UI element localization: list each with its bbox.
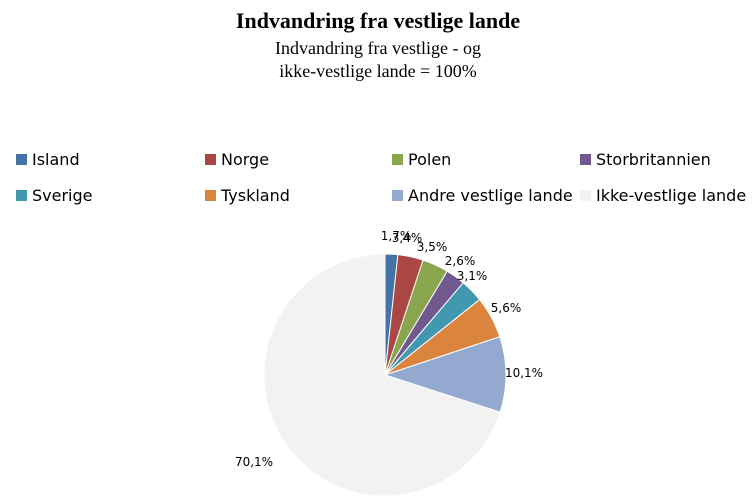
data-label-tyskland: 5,6% (491, 301, 522, 315)
chart-title: Indvandring fra vestlige lande (235, 8, 521, 33)
legend-label-andre-vestlige-lande: Andre vestlige lande (408, 185, 573, 205)
legend-item-storbritannien: Storbritannien (580, 149, 711, 169)
legend-swatch-norge (205, 153, 216, 165)
pie-slice-andre-vestlige-lande (383, 336, 507, 413)
pie-slice-ikke-vestlige-lande (263, 253, 501, 497)
legend-label-ikke-vestlige-lande: Ikke-vestlige lande (596, 185, 747, 205)
legend-label-norge: Norge (221, 149, 270, 169)
legend-item-sverige: Sverige (16, 185, 93, 205)
legend-item-tyskland: Tyskland (205, 185, 290, 205)
data-label-polen: 3,5% (417, 240, 448, 254)
data-label-andre-vestlige-lande: 10,1% (505, 366, 543, 380)
chart-subtitle-line-1: Indvandring fra vestlige - og (275, 38, 481, 58)
legend-label-island: Island (32, 149, 80, 169)
data-label-norge: 3,4% (392, 231, 423, 245)
legend-swatch-sverige (16, 189, 27, 201)
legend-item-ikke-vestlige-lande: Ikke-vestlige lande (580, 185, 746, 205)
data-label-ikke-vestlige-lande: 70,1% (235, 455, 273, 469)
data-label-sverige: 3,1% (457, 269, 488, 283)
chart-subtitle-line-2: ikke-vestlige lande = 100% (279, 61, 477, 81)
legend-swatch-polen (392, 153, 403, 165)
legend-label-sverige: Sverige (32, 185, 93, 205)
legend-item-island: Island (16, 149, 80, 169)
legend-item-polen: Polen (392, 149, 451, 169)
legend-swatch-tyskland (205, 189, 216, 201)
legend-label-polen: Polen (408, 149, 452, 169)
data-label-storbritannien: 2,6% (445, 254, 476, 268)
legend-swatch-storbritannien (580, 153, 591, 165)
legend-swatch-island (16, 153, 27, 165)
legend-label-tyskland: Tyskland (221, 185, 290, 205)
data-label-island: 1,7% (381, 229, 412, 243)
legend-swatch-ikke-vestlige-lande (580, 189, 591, 201)
legend-item-andre-vestlige-lande: Andre vestlige lande (392, 185, 573, 205)
legend-item-norge: Norge (205, 149, 269, 169)
legend-swatch-andre-vestlige-lande (392, 189, 403, 201)
legend-label-storbritannien: Storbritannien (596, 149, 711, 169)
